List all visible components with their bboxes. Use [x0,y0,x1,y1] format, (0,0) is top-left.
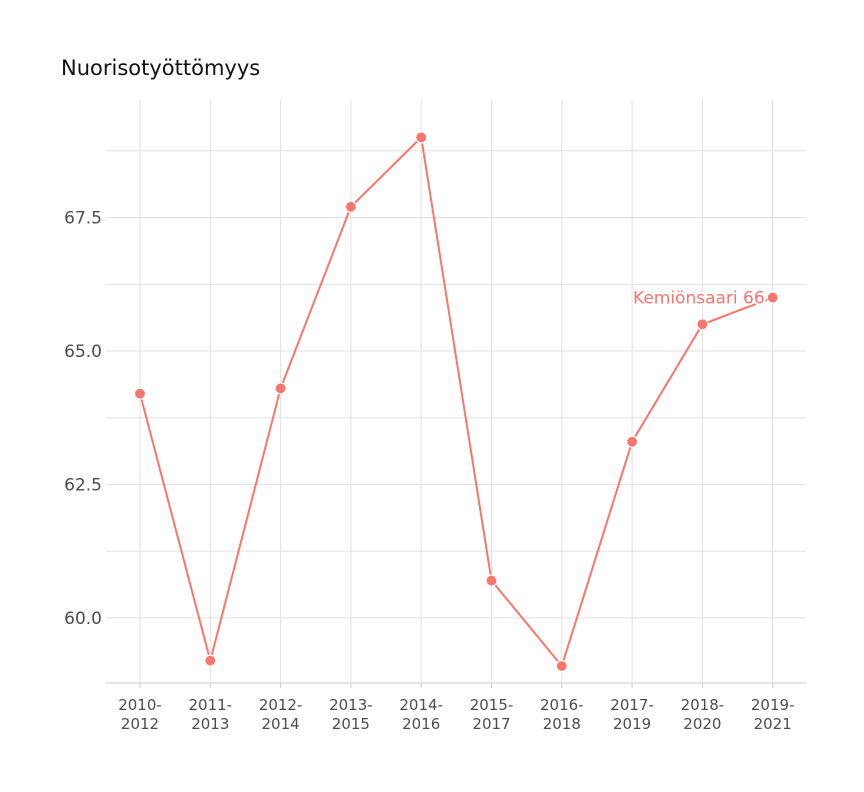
label-layer: Kemiönsaari 66 [631,287,767,311]
x-tick-label: 2015 [332,715,370,733]
series-line [139,136,774,667]
y-tick-label: 62.5 [64,475,102,495]
series-layer [133,131,779,673]
x-tick-label: 2019 [613,715,651,733]
y-tick-label: 60.0 [64,609,102,629]
x-tick-label: 2013 [191,715,229,733]
x-tick-label: 2014- [399,696,443,714]
x-tick-label: 2021 [754,715,792,733]
data-point [204,654,217,667]
chart-title: Nuorisotyöttömyys [61,56,261,80]
x-tick-label: 2010- [118,696,162,714]
data-point [555,659,568,673]
y-tick-label: 65.0 [64,342,102,362]
x-tick-label: 2019- [751,696,795,714]
x-axis-ticks: 2010-2012 2011-2013 2012-2014 2013-2015 2014… [118,683,794,733]
data-point [415,131,428,144]
data-point [344,200,357,213]
x-tick-label: 2018- [681,696,725,714]
x-tick-label: 2016 [402,715,440,733]
y-tick-label: 67.5 [64,208,102,228]
x-tick-label: 2016- [540,696,584,714]
x-tick-label: 2012- [259,696,303,714]
x-tick-label: 2011- [189,696,233,714]
data-point [766,291,779,304]
x-tick-label: 2017 [472,715,510,733]
x-tick-label: 2020 [683,715,721,733]
data-point [696,318,709,331]
x-tick-label: 2012 [121,715,159,733]
data-point [485,574,498,587]
x-tick-label: 2017- [610,696,654,714]
data-point [625,435,639,448]
x-tick-label: 2014 [262,715,300,733]
grid [106,100,806,682]
data-point [133,387,147,400]
y-axis: 60.0 62.5 65.0 67.5 [64,208,102,628]
x-tick-label: 2015- [470,696,514,714]
series-end-label: Kemiönsaari 66 [633,289,765,309]
x-tick-label: 2018 [543,715,581,733]
x-tick-label: 2013- [329,696,373,714]
data-point [274,382,287,395]
